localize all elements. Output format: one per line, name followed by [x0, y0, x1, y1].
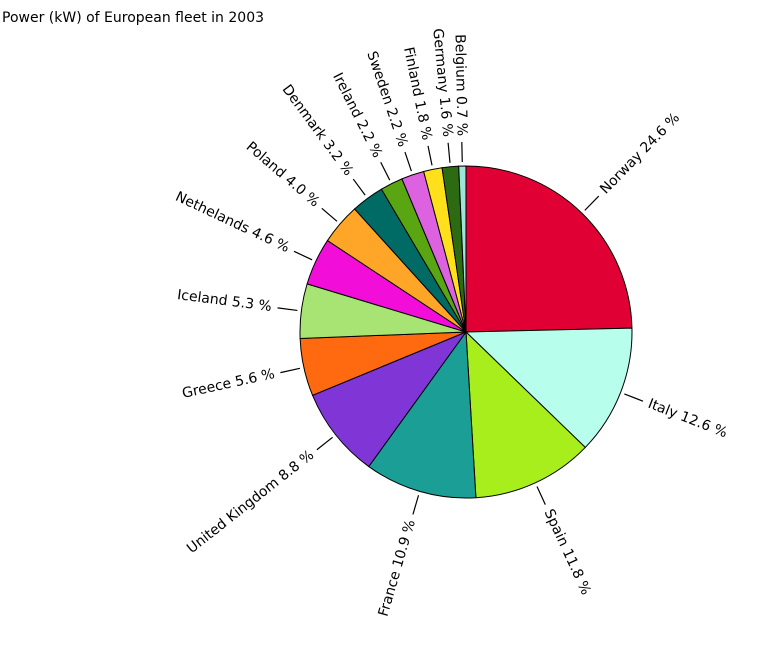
leader-line-finland — [427, 145, 433, 166]
slice-label-france: France 10.9 % — [376, 518, 419, 618]
slice-label-greece: Greece 5.6 % — [181, 366, 277, 402]
slice-label-united-kingdom: United Kingdom 8.8 % — [184, 447, 317, 557]
leader-line-iceland — [277, 307, 298, 312]
pie-slice-france — [368, 330, 477, 499]
pie-slice-spain — [465, 330, 587, 499]
slice-label-nethelands: Nethelands 4.6 % — [173, 189, 292, 256]
slice-label-italy: Italy 12.6 % — [646, 396, 730, 441]
leader-line-france — [412, 495, 420, 515]
leader-line-sweden — [404, 151, 412, 172]
leader-line-nethelands — [293, 250, 313, 261]
slice-label-poland: Poland 4.0 % — [243, 139, 323, 211]
pie-slice-italy — [464, 327, 633, 449]
leader-line-poland — [321, 207, 338, 222]
chart-title: Power (kW) of European fleet in 2003 — [2, 10, 264, 26]
leader-line-germany — [447, 142, 451, 163]
slice-label-spain: Spain 11.8 % — [541, 507, 594, 598]
pie-slice-belgium — [458, 165, 467, 333]
slice-label-belgium: Belgium 0.7 % — [451, 34, 469, 136]
leader-line-norway — [584, 195, 600, 211]
leader-line-denmark — [352, 178, 366, 196]
pie-slice-united-kingdom — [311, 330, 468, 468]
slice-label-iceland: Iceland 5.3 % — [176, 287, 272, 315]
slice-label-norway: Norway 24.6 % — [597, 110, 683, 197]
pie-slice-norway — [465, 165, 633, 333]
leader-line-italy — [624, 393, 644, 402]
slice-label-germany: Germany 1.6 % — [429, 28, 455, 138]
leader-line-united-kingdom — [316, 436, 333, 451]
leader-line-ireland — [380, 161, 391, 181]
leader-line-greece — [280, 367, 301, 374]
leader-line-spain — [536, 486, 546, 505]
pie-slices — [299, 165, 633, 499]
